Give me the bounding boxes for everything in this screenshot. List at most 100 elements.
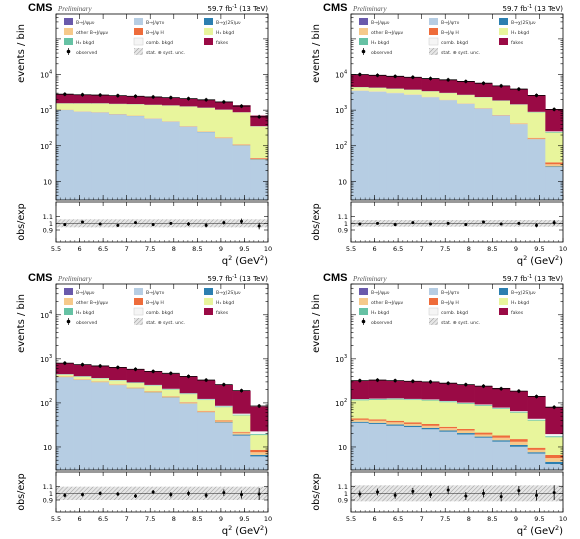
bar-3-bin-1 [351, 421, 369, 423]
observed-point-1 [358, 379, 362, 383]
lumi-part: 59.7 fb [208, 5, 233, 13]
ratio-point-8 [482, 220, 485, 224]
bar-6-bin-6 [439, 402, 458, 427]
bar-4-bin-1 [351, 419, 369, 422]
bar-5-bin-6 [439, 426, 458, 429]
legend-swatch-5 [134, 28, 143, 35]
ratio-tick-label: 1 [49, 220, 53, 228]
bar-7-bin-9 [492, 408, 511, 409]
x-tick-label: 7.5 [440, 245, 450, 253]
ratio-point-9 [204, 493, 208, 497]
legend-swatch-5 [429, 28, 438, 35]
ratio-point-10 [222, 491, 226, 495]
x-tick-label: 9 [514, 515, 518, 523]
bar-2-bin-1 [351, 422, 369, 470]
y-tick-label: 10 [335, 143, 344, 151]
ratio-point-5 [429, 493, 432, 497]
x-axis-label-part: 2 [260, 524, 264, 532]
legend-label-11: stat. ⊕ syst. unc. [146, 320, 185, 326]
x-axis-label-part: 2 [260, 254, 264, 262]
bar-5-bin-2 [368, 419, 387, 421]
y-tick-exponent: 3 [344, 354, 347, 360]
legend-swatch-5 [429, 298, 438, 305]
bar-5-bin-1 [351, 418, 369, 420]
legend-label-5: B→J/ψ H [146, 30, 164, 36]
legend-hatch [429, 48, 438, 55]
main-frame [55, 13, 269, 201]
ratio-point-7 [464, 494, 468, 498]
x-axis-label-part: (GeV [235, 256, 260, 267]
bar-7-bin-7 [457, 402, 475, 404]
ratio-point-10 [222, 221, 226, 225]
bar-6-bin-3 [386, 399, 405, 421]
observed-point-2 [80, 363, 85, 367]
legend-label-11: stat. ⊕ syst. unc. [146, 50, 185, 56]
bar-4-bin-8 [474, 434, 493, 437]
observed-point-12 [257, 115, 261, 119]
bar-7-bin-11 [232, 414, 251, 416]
x-tick-label: 9 [219, 515, 223, 523]
bar-9-bin-6 [144, 371, 163, 385]
x-tick-label: 6.5 [393, 245, 403, 253]
bar-6-bin-9 [492, 408, 511, 436]
bar-9-bin-9 [197, 380, 216, 399]
bar-4-bin-9 [492, 437, 511, 441]
bar-9-bin-5 [421, 78, 440, 92]
bar-9-bin-12 [545, 407, 563, 435]
y-tick-exponent: 4 [344, 70, 347, 76]
legend-hatch [429, 318, 438, 325]
ratio-frame [350, 471, 564, 513]
observed-point-6 [446, 381, 450, 385]
observed-point-7 [464, 383, 468, 387]
bar-9-bin-1 [351, 380, 369, 400]
bar-9-bin-9 [492, 387, 511, 408]
bar-2-bin-1 [56, 110, 74, 200]
observed-point-5 [428, 76, 433, 81]
bar-9-bin-11 [232, 105, 251, 113]
bar-6-bin-12 [250, 126, 268, 159]
bar-6-bin-1 [56, 374, 74, 377]
bar-2-bin-11 [527, 139, 546, 200]
legend-swatch-7 [64, 38, 73, 45]
x-tick-label: 8.5 [487, 245, 497, 253]
ratio-point-6 [446, 488, 450, 492]
ratio-axis-label: obs/exp [16, 473, 27, 510]
y-tick-label: 10 [335, 72, 344, 80]
y-tick-exponent: 2 [344, 141, 347, 147]
bar-9-bin-4 [404, 77, 422, 90]
bar-7-bin-5 [421, 399, 440, 401]
observed-point-12 [257, 404, 261, 408]
bar-2-bin-6 [439, 100, 458, 200]
bar-2-bin-2 [368, 423, 387, 470]
bar-2-bin-10 [510, 124, 528, 200]
ratio-point-3 [98, 491, 102, 495]
observed-point-3 [98, 93, 102, 97]
legend-swatch-5 [134, 298, 143, 305]
legend-swatch-3 [204, 18, 213, 25]
bar-7-bin-3 [386, 398, 405, 400]
bar-9-bin-3 [91, 94, 110, 104]
legend-label-4: other B→J/ψμν [76, 300, 109, 306]
bar-2-bin-9 [197, 132, 216, 200]
observed-point-11 [534, 394, 539, 399]
bar-6-bin-8 [179, 106, 198, 127]
bar-4-bin-8 [179, 402, 198, 404]
ratio-point-12 [552, 221, 556, 225]
bar-2-bin-3 [386, 93, 405, 200]
legend-label-8: comb. bkgd [441, 40, 468, 46]
bar-6-bin-6 [144, 105, 163, 119]
bar-9-bin-2 [368, 380, 387, 399]
y-tick-exponent: 2 [344, 398, 347, 404]
x-axis-label: q2 (GeV2) [222, 524, 268, 537]
observed-point-11 [239, 104, 244, 108]
legend-label-5: B→J/ψ H [146, 300, 164, 306]
legend-label-3: B→χ(2S)μν [511, 290, 536, 296]
x-tick-label: 6.5 [98, 245, 108, 253]
x-tick-label: 6 [77, 245, 81, 253]
bar-4-bin-12 [250, 452, 268, 455]
ratio-point-7 [464, 223, 468, 227]
x-tick-label: 10 [559, 515, 567, 523]
ratio-frame [55, 201, 269, 243]
